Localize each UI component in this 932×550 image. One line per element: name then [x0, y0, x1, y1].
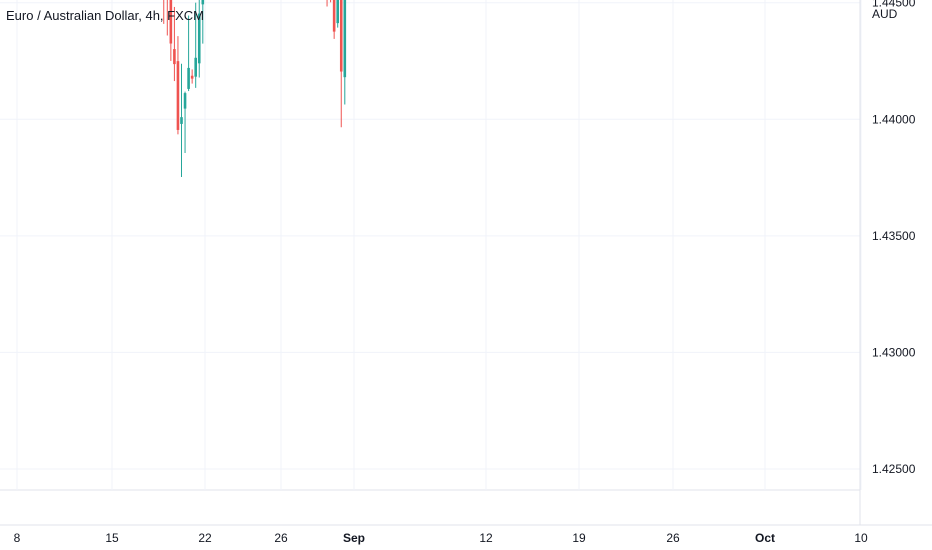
candle-body: [180, 117, 183, 124]
candle: [330, 0, 332, 3]
candle: [187, 15, 190, 92]
candle: [343, 0, 347, 105]
x-tick-label: 10: [854, 531, 868, 545]
y-tick-label: 1.44500: [872, 0, 916, 10]
candle: [166, 0, 168, 36]
candle: [201, 0, 205, 44]
currency-label: AUD: [872, 7, 898, 21]
y-tick-label: 1.43000: [872, 345, 916, 359]
candle: [336, 0, 339, 28]
y-tick-label: 1.42500: [872, 462, 916, 476]
candle-body: [343, 0, 347, 78]
x-tick-label: Oct: [755, 531, 775, 545]
y-tick-label: 1.43500: [872, 229, 916, 243]
candles: [163, 0, 347, 177]
x-tick-label: 12: [479, 531, 493, 545]
candle-body: [190, 75, 194, 79]
candle-body: [187, 67, 190, 89]
candle: [326, 0, 328, 7]
candle-body: [336, 0, 339, 24]
candle-body: [197, 13, 201, 64]
candle: [194, 2, 197, 88]
x-tick-label: 22: [198, 531, 212, 545]
x-tick-label: 15: [105, 531, 119, 545]
x-tick-label: 26: [274, 531, 288, 545]
candle: [163, 0, 165, 24]
candle-body: [173, 49, 176, 65]
candle: [173, 6, 176, 82]
candle: [190, 69, 194, 84]
candle: [169, 0, 173, 61]
candle: [180, 63, 183, 177]
candle: [176, 36, 180, 135]
grid: [0, 0, 862, 491]
candle: [183, 91, 187, 154]
candle-body: [339, 0, 343, 72]
candle-body: [183, 93, 187, 109]
candle: [339, 0, 343, 128]
x-tick-label: 8: [14, 531, 21, 545]
x-tick-label: 19: [572, 531, 586, 545]
x-tick-label: Sep: [343, 531, 365, 545]
x-tick-label: 26: [666, 531, 680, 545]
candle-body: [169, 0, 173, 44]
y-tick-label: 1.44000: [872, 112, 916, 126]
candle-body: [332, 0, 336, 32]
chart-title: Euro / Australian Dollar, 4h, FXCM: [6, 8, 204, 23]
candle-body: [201, 0, 205, 5]
candle-body: [176, 61, 180, 130]
candle-body: [194, 57, 197, 77]
candle: [332, 0, 336, 39]
candle: [197, 0, 201, 78]
